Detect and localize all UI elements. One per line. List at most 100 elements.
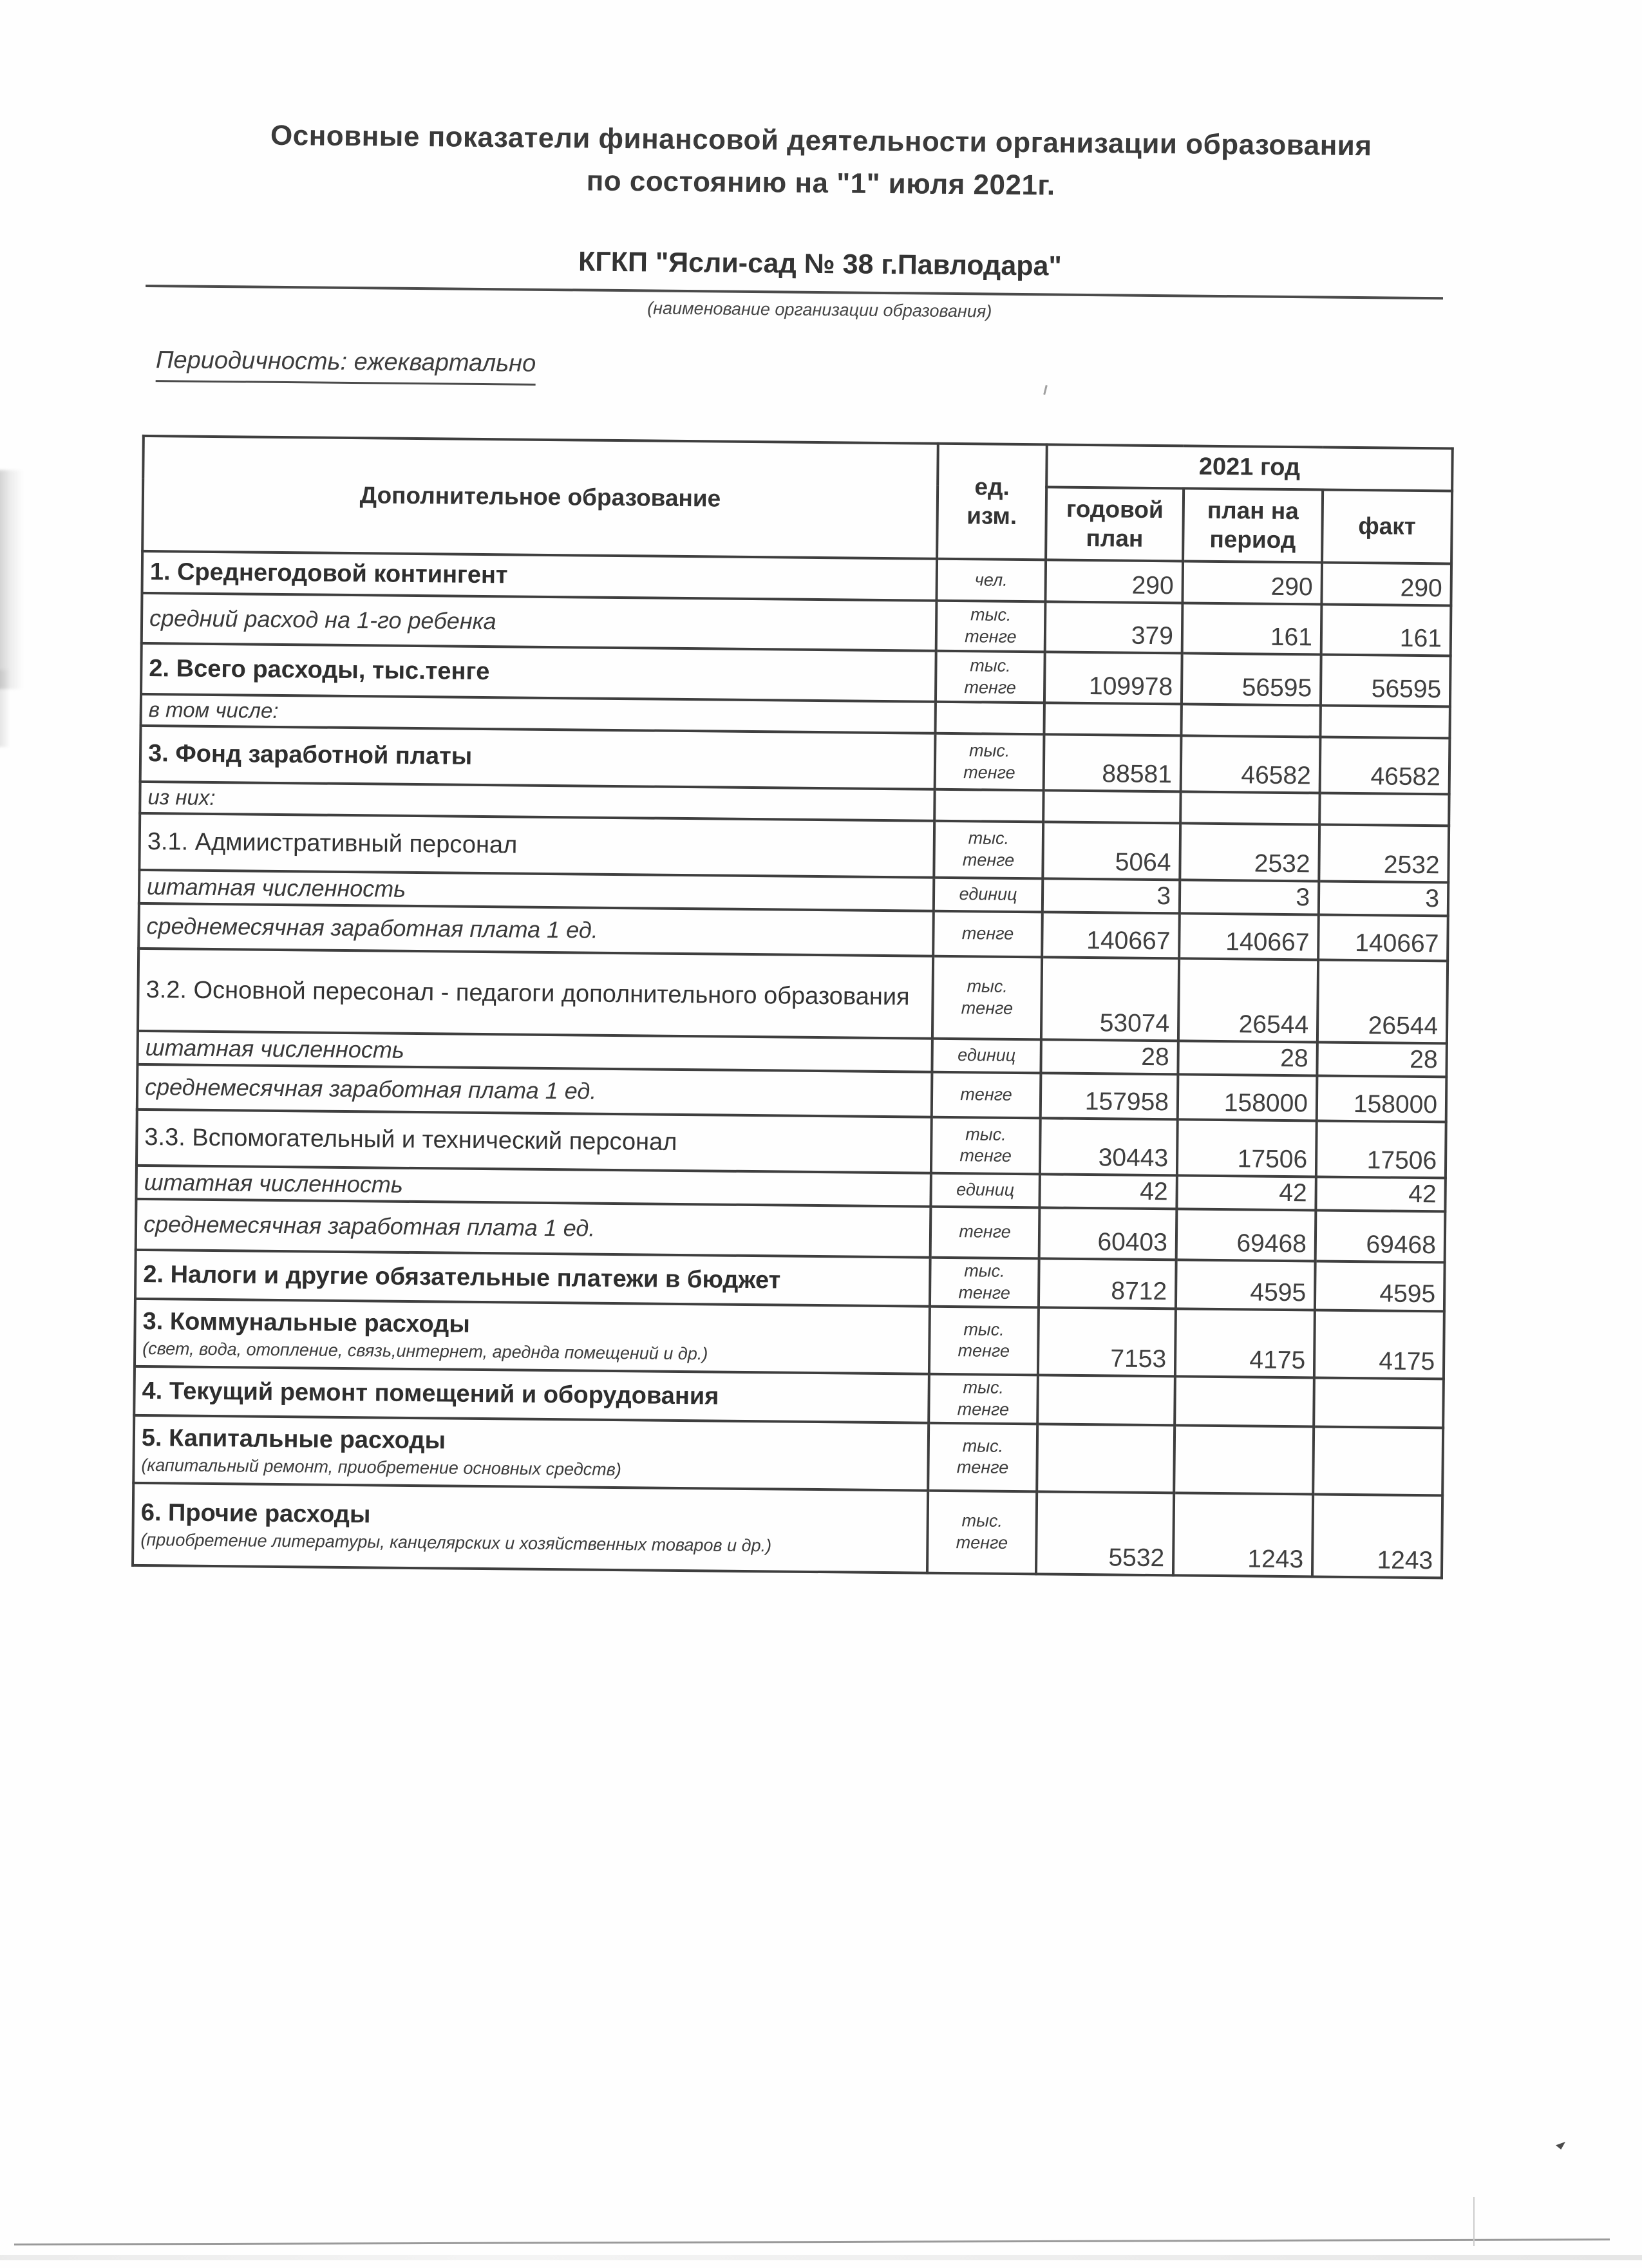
row-value-period	[1174, 1425, 1314, 1495]
row-label-cell: средний расход на 1-го ребенка	[141, 592, 937, 651]
row-value-annual: 157958	[1040, 1073, 1178, 1120]
row-value-fact: 3	[1318, 881, 1449, 916]
row-label-cell: 3.3. Вспомогательный и технический персо…	[136, 1109, 932, 1173]
row-unit-cell: тыс. тенге	[927, 1490, 1037, 1574]
row-value-fact: 17506	[1316, 1120, 1446, 1178]
scan-edge-shadow-2	[0, 670, 10, 747]
row-value-annual: 60403	[1039, 1207, 1177, 1260]
row-value-fact: 2532	[1319, 824, 1449, 883]
row-value-annual: 7153	[1037, 1307, 1176, 1377]
row-label-cell: 2. Всего расходы, тыс.тенге	[141, 643, 936, 702]
row-value-fact: 290	[1321, 562, 1452, 606]
row-value-fact: 56595	[1320, 654, 1451, 707]
row-value-period: 28	[1178, 1041, 1317, 1076]
row-label-cell: 3. Коммунальные расходы (свет, вода, отоп…	[134, 1298, 930, 1374]
row-unit-cell: тыс. тенге	[928, 1422, 1038, 1492]
row-value-fact: 158000	[1316, 1075, 1447, 1122]
row-label: в том числе:	[148, 697, 279, 723]
table-row: 3. Коммунальные расходы (свет, вода, отоп…	[134, 1298, 1444, 1379]
row-label-subcaption: (капитальный ремонт, приобретение основн…	[141, 1455, 621, 1480]
row-value-period: 17506	[1176, 1119, 1317, 1177]
row-value-annual: 290	[1045, 560, 1184, 603]
col-header-fact: факт	[1322, 489, 1453, 564]
row-unit-cell: единиц	[930, 1173, 1040, 1208]
row-unit-cell: тенге	[931, 1072, 1041, 1119]
row-value-fact: 140667	[1318, 914, 1448, 961]
row-label: среднемесячная заработная плата 1 ед.	[143, 1211, 596, 1242]
row-value-period	[1181, 704, 1321, 737]
row-value-annual: 379	[1044, 601, 1183, 654]
row-label: 6. Прочие расходы	[140, 1499, 371, 1529]
row-value-fact: 69468	[1315, 1210, 1446, 1263]
row-unit-cell: тыс. тенге	[929, 1374, 1038, 1424]
col-header-unit: ед. изм.	[937, 443, 1047, 560]
table-row: 5. Капитальные расходы (капитальный ремон…	[133, 1415, 1444, 1496]
document-title-line1: Основные показатели финансовой деятельно…	[270, 119, 1372, 162]
row-value-annual: 5532	[1035, 1491, 1175, 1576]
row-label-cell: 2. Налоги и другие обязательные платежи …	[135, 1249, 930, 1307]
row-value-annual: 8712	[1038, 1258, 1176, 1309]
row-value-period: 140667	[1179, 913, 1319, 960]
row-label: штатная численность	[146, 873, 406, 902]
row-value-fact: 42	[1316, 1177, 1446, 1212]
row-label-cell: 4. Текущий ремонт помещений и оборудован…	[134, 1366, 929, 1423]
row-value-annual: 88581	[1043, 734, 1182, 792]
row-label: 2. Налоги и другие обязательные платежи …	[143, 1260, 781, 1294]
row-value-fact: 46582	[1319, 737, 1450, 795]
col-header-year-group: 2021 год	[1046, 444, 1453, 491]
row-label-cell: 1. Среднегодовой контингент	[142, 551, 938, 601]
row-value-fact: 1243	[1312, 1494, 1443, 1578]
row-value-fact	[1313, 1426, 1444, 1496]
row-label-cell: 3.1. Адмиистративный персонал	[139, 813, 935, 878]
row-unit-cell: единиц	[932, 1038, 1041, 1073]
scan-page-edge	[0, 2255, 1642, 2260]
row-label: 3.1. Адмиистративный персонал	[147, 827, 518, 859]
row-value-annual	[1037, 1375, 1175, 1426]
row-label: 3.2. Основной пересонал - педагоги допол…	[146, 976, 910, 1011]
row-value-annual: 140667	[1042, 912, 1180, 959]
row-value-period: 161	[1182, 603, 1322, 655]
table-header: Дополнительное образование ед. изм. 2021…	[142, 435, 1453, 564]
row-value-annual: 30443	[1039, 1118, 1178, 1176]
row-unit-cell: тыс. тенге	[935, 650, 1045, 703]
row-unit-cell: тыс. тенге	[929, 1306, 1039, 1375]
row-unit-cell: тыс. тенге	[934, 820, 1044, 879]
organization-name: КГКП "Ясли-сад № 38 г.Павлодара"	[578, 246, 1062, 282]
row-value-period	[1175, 1376, 1314, 1427]
row-value-period: 56595	[1181, 653, 1321, 706]
row-value-annual: 109978	[1044, 652, 1182, 704]
row-label: 3. Фонд заработной платы	[147, 740, 473, 771]
col-header-label: Дополнительное образование	[142, 435, 938, 559]
row-value-annual	[1043, 790, 1181, 824]
row-value-period: 2532	[1180, 823, 1320, 882]
row-value-fact	[1314, 1377, 1444, 1428]
row-unit-cell: тенге	[933, 911, 1043, 958]
row-label-cell: 3.2. Основной пересонал - педагоги допол…	[137, 948, 934, 1039]
row-label: 3. Коммунальные расходы	[142, 1307, 470, 1338]
col-header-period-plan: план на период	[1183, 488, 1323, 563]
row-value-period: 4175	[1175, 1309, 1315, 1378]
row-label-cell: 5. Капитальные расходы (капитальный ремон…	[133, 1415, 929, 1491]
row-unit-cell: тенге	[930, 1206, 1040, 1259]
row-unit-cell: чел.	[936, 558, 1046, 602]
row-label-cell: среднемесячная заработная плата 1 ед.	[138, 903, 934, 956]
row-unit-cell: тыс. тенге	[936, 600, 1046, 652]
row-unit-cell: тыс. тенге	[930, 1117, 1041, 1175]
row-label: штатная численность	[145, 1034, 405, 1063]
row-value-period: 69468	[1176, 1209, 1316, 1262]
table-body: 1. Среднегодовой контингент чел. 290 290 290…	[133, 551, 1452, 1578]
scan-edge-shadow	[0, 470, 23, 689]
row-value-period: 42	[1176, 1175, 1316, 1211]
row-value-period: 4595	[1175, 1260, 1316, 1310]
row-value-fact	[1320, 705, 1450, 739]
row-value-annual: 3	[1042, 878, 1180, 914]
row-unit-cell: единиц	[933, 877, 1043, 912]
row-label-cell: 6. Прочие расходы (приобретение литератур…	[133, 1482, 929, 1573]
row-unit-cell	[935, 701, 1044, 735]
row-value-fact: 161	[1321, 604, 1451, 656]
row-label-cell: 3. Фонд заработной платы	[140, 725, 936, 789]
row-label: 4. Текущий ремонт помещений и оборудован…	[142, 1377, 719, 1410]
row-value-annual	[1037, 1424, 1175, 1493]
